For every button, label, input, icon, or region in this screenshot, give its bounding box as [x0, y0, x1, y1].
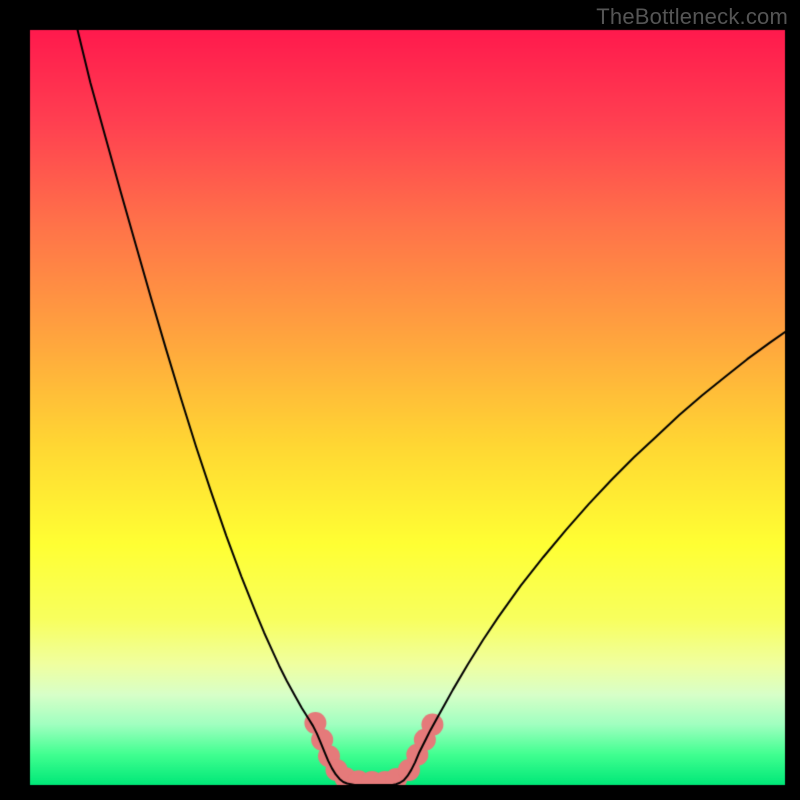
- root: TheBottleneck.com: [0, 0, 800, 800]
- bottleneck-chart-canvas: [0, 0, 800, 800]
- attribution-label: TheBottleneck.com: [596, 4, 788, 30]
- chart-container: [0, 0, 800, 800]
